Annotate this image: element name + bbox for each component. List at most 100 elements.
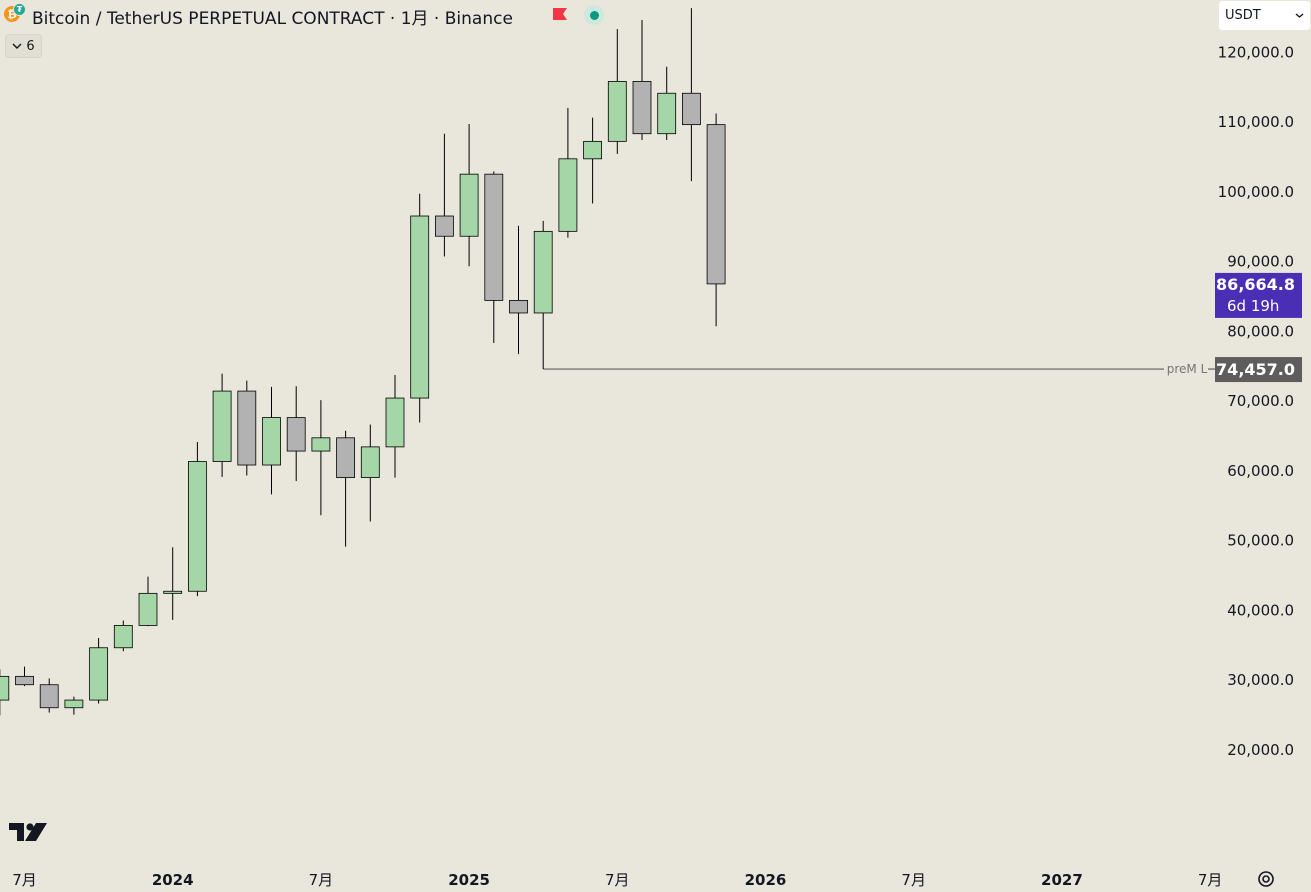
- candle-body: [64, 699, 84, 709]
- candle-body: [113, 625, 133, 649]
- candle[interactable]: [89, 637, 108, 704]
- gear-icon[interactable]: [1256, 869, 1276, 889]
- candle-body: [459, 173, 479, 237]
- x-tick-label: 7月: [901, 871, 926, 889]
- horizontal-level[interactable]: preM L: [543, 362, 1215, 376]
- y-tick-label: 90,000.0: [1227, 253, 1294, 271]
- candle-body: [657, 92, 677, 135]
- candle[interactable]: [187, 442, 207, 597]
- candle-body: [15, 675, 34, 686]
- bar-countdown-label: 6d 19h: [1227, 297, 1279, 315]
- x-tick-label: 2025: [448, 871, 490, 889]
- candle[interactable]: [385, 375, 405, 478]
- candle[interactable]: [163, 547, 183, 620]
- y-tick-label: 80,000.0: [1227, 322, 1294, 340]
- candle[interactable]: [410, 193, 430, 423]
- candle-body: [583, 140, 602, 160]
- candle-body: [533, 230, 553, 314]
- candles-series: [0, 8, 726, 716]
- x-tick-label: 2027: [1041, 871, 1083, 889]
- candle-body: [434, 215, 454, 237]
- candle[interactable]: [64, 696, 84, 715]
- candle[interactable]: [583, 117, 602, 204]
- y-tick-label: 70,000.0: [1227, 392, 1294, 410]
- last-price-badge: [1215, 272, 1302, 318]
- chevron-down-icon: [1295, 13, 1304, 18]
- candle[interactable]: [237, 380, 257, 476]
- candle[interactable]: [336, 430, 356, 547]
- candle-body: [509, 300, 528, 314]
- candle[interactable]: [533, 220, 553, 370]
- y-tick-label: 100,000.0: [1218, 183, 1294, 201]
- candle[interactable]: [459, 123, 479, 267]
- flag-icon[interactable]: [552, 7, 568, 21]
- last-price-label: 86,664.8: [1216, 275, 1295, 294]
- candle-body: [39, 684, 59, 709]
- candle[interactable]: [484, 171, 504, 343]
- candle-body: [262, 417, 281, 466]
- market-status-icon[interactable]: [584, 5, 604, 25]
- candle[interactable]: [286, 386, 306, 482]
- candle-body: [0, 675, 10, 701]
- y-tick-label: 50,000.0: [1227, 532, 1294, 550]
- price-badges: 86,664.8 6d 19h 74,457.0: [1215, 272, 1302, 383]
- candle[interactable]: [558, 107, 578, 238]
- chevron-down-icon: [12, 43, 22, 49]
- level-price-badge: [1215, 357, 1302, 383]
- candle-body: [212, 390, 232, 462]
- candle-body: [360, 446, 380, 478]
- x-tick-label: 7月: [1198, 871, 1223, 889]
- candle[interactable]: [360, 424, 380, 522]
- candle[interactable]: [607, 29, 627, 154]
- x-tick-label: 2024: [152, 871, 194, 889]
- price-axis[interactable]: 130,000.0120,000.0110,000.0100,000.090,0…: [1218, 0, 1294, 759]
- tradingview-logo[interactable]: [9, 822, 47, 842]
- candle-body: [187, 461, 207, 592]
- candle[interactable]: [632, 20, 652, 140]
- candle-body: [484, 173, 504, 301]
- y-tick-label: 60,000.0: [1227, 462, 1294, 480]
- candle-body: [138, 592, 158, 626]
- y-tick-label: 120,000.0: [1218, 43, 1294, 61]
- candle-body: [682, 92, 701, 126]
- indicators-toggle-button[interactable]: 6: [5, 34, 42, 58]
- candle-body: [410, 215, 430, 399]
- x-tick-label: 7月: [12, 871, 37, 889]
- candle[interactable]: [39, 678, 59, 713]
- x-tick-label: 7月: [605, 871, 630, 889]
- candle[interactable]: [706, 113, 726, 327]
- candle[interactable]: [657, 66, 677, 140]
- tether-icon: ₮: [13, 3, 26, 16]
- candle-body: [558, 158, 578, 232]
- candle-body: [607, 80, 627, 142]
- candle[interactable]: [262, 386, 281, 495]
- y-tick-label: 110,000.0: [1218, 113, 1294, 131]
- candle-body: [286, 417, 306, 452]
- candle-body: [237, 390, 257, 466]
- candle[interactable]: [682, 8, 701, 182]
- candle[interactable]: [113, 620, 133, 652]
- symbol-title[interactable]: Bitcoin / TetherUS PERPETUAL CONTRACT · …: [32, 9, 513, 29]
- level-price-label: 74,457.0: [1216, 360, 1295, 379]
- y-tick-label: 20,000.0: [1227, 741, 1294, 759]
- candle[interactable]: [311, 400, 331, 516]
- candle-body: [89, 647, 108, 701]
- time-axis[interactable]: 7月 2024 7月 2025 7月 2026 7月 2027 7月: [12, 871, 1222, 889]
- level-name-label: preM L: [1167, 362, 1208, 376]
- candle[interactable]: [138, 576, 158, 627]
- y-tick-label: 30,000.0: [1227, 671, 1294, 689]
- candle[interactable]: [0, 669, 10, 716]
- candle-body: [311, 437, 331, 452]
- candle-body: [385, 397, 405, 448]
- candle[interactable]: [509, 225, 528, 355]
- x-tick-label: 2026: [745, 871, 787, 889]
- candle[interactable]: [15, 666, 34, 687]
- indicator-count: 6: [26, 38, 35, 54]
- y-tick-label: 40,000.0: [1227, 601, 1294, 619]
- currency-select[interactable]: USDT: [1219, 1, 1310, 30]
- candle[interactable]: [212, 373, 232, 477]
- candle[interactable]: [434, 133, 454, 257]
- x-tick-label: 7月: [309, 871, 334, 889]
- candle-body: [632, 80, 652, 135]
